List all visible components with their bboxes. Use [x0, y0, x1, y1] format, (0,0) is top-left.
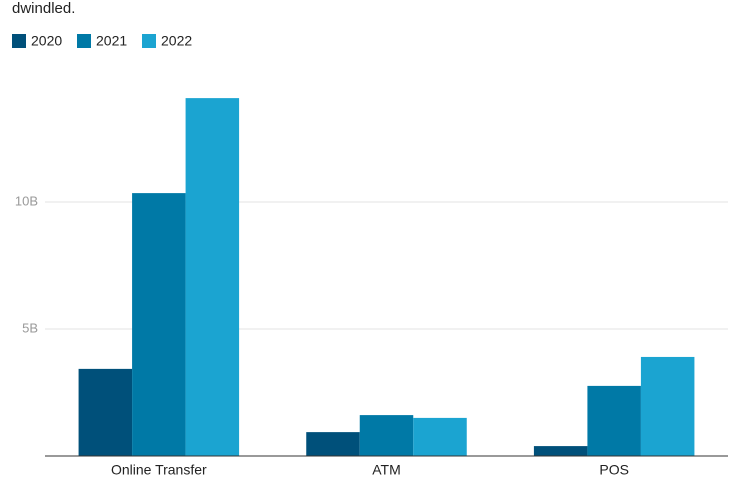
- bar: [132, 193, 186, 457]
- legend-swatch: [77, 34, 91, 48]
- x-tick-label: Online Transfer: [111, 462, 207, 478]
- y-tick-label: 10B: [15, 193, 38, 208]
- bar: [306, 432, 360, 456]
- bar: [413, 417, 467, 456]
- bar: [587, 385, 641, 456]
- bar: [533, 446, 588, 456]
- legend-label: 2022: [161, 33, 192, 49]
- x-tick-label: ATM: [372, 462, 401, 478]
- legend-swatch: [142, 34, 156, 48]
- legend-swatch: [12, 34, 26, 48]
- bar: [185, 98, 240, 456]
- chart-subtitle: dwindled.: [12, 0, 75, 17]
- bar: [359, 415, 414, 456]
- bar: [78, 368, 133, 456]
- x-tick-label: POS: [599, 462, 629, 478]
- y-tick-label: 5B: [22, 320, 38, 335]
- bar: [640, 356, 695, 456]
- legend-label: 2021: [96, 33, 127, 49]
- legend-label: 2020: [31, 33, 62, 49]
